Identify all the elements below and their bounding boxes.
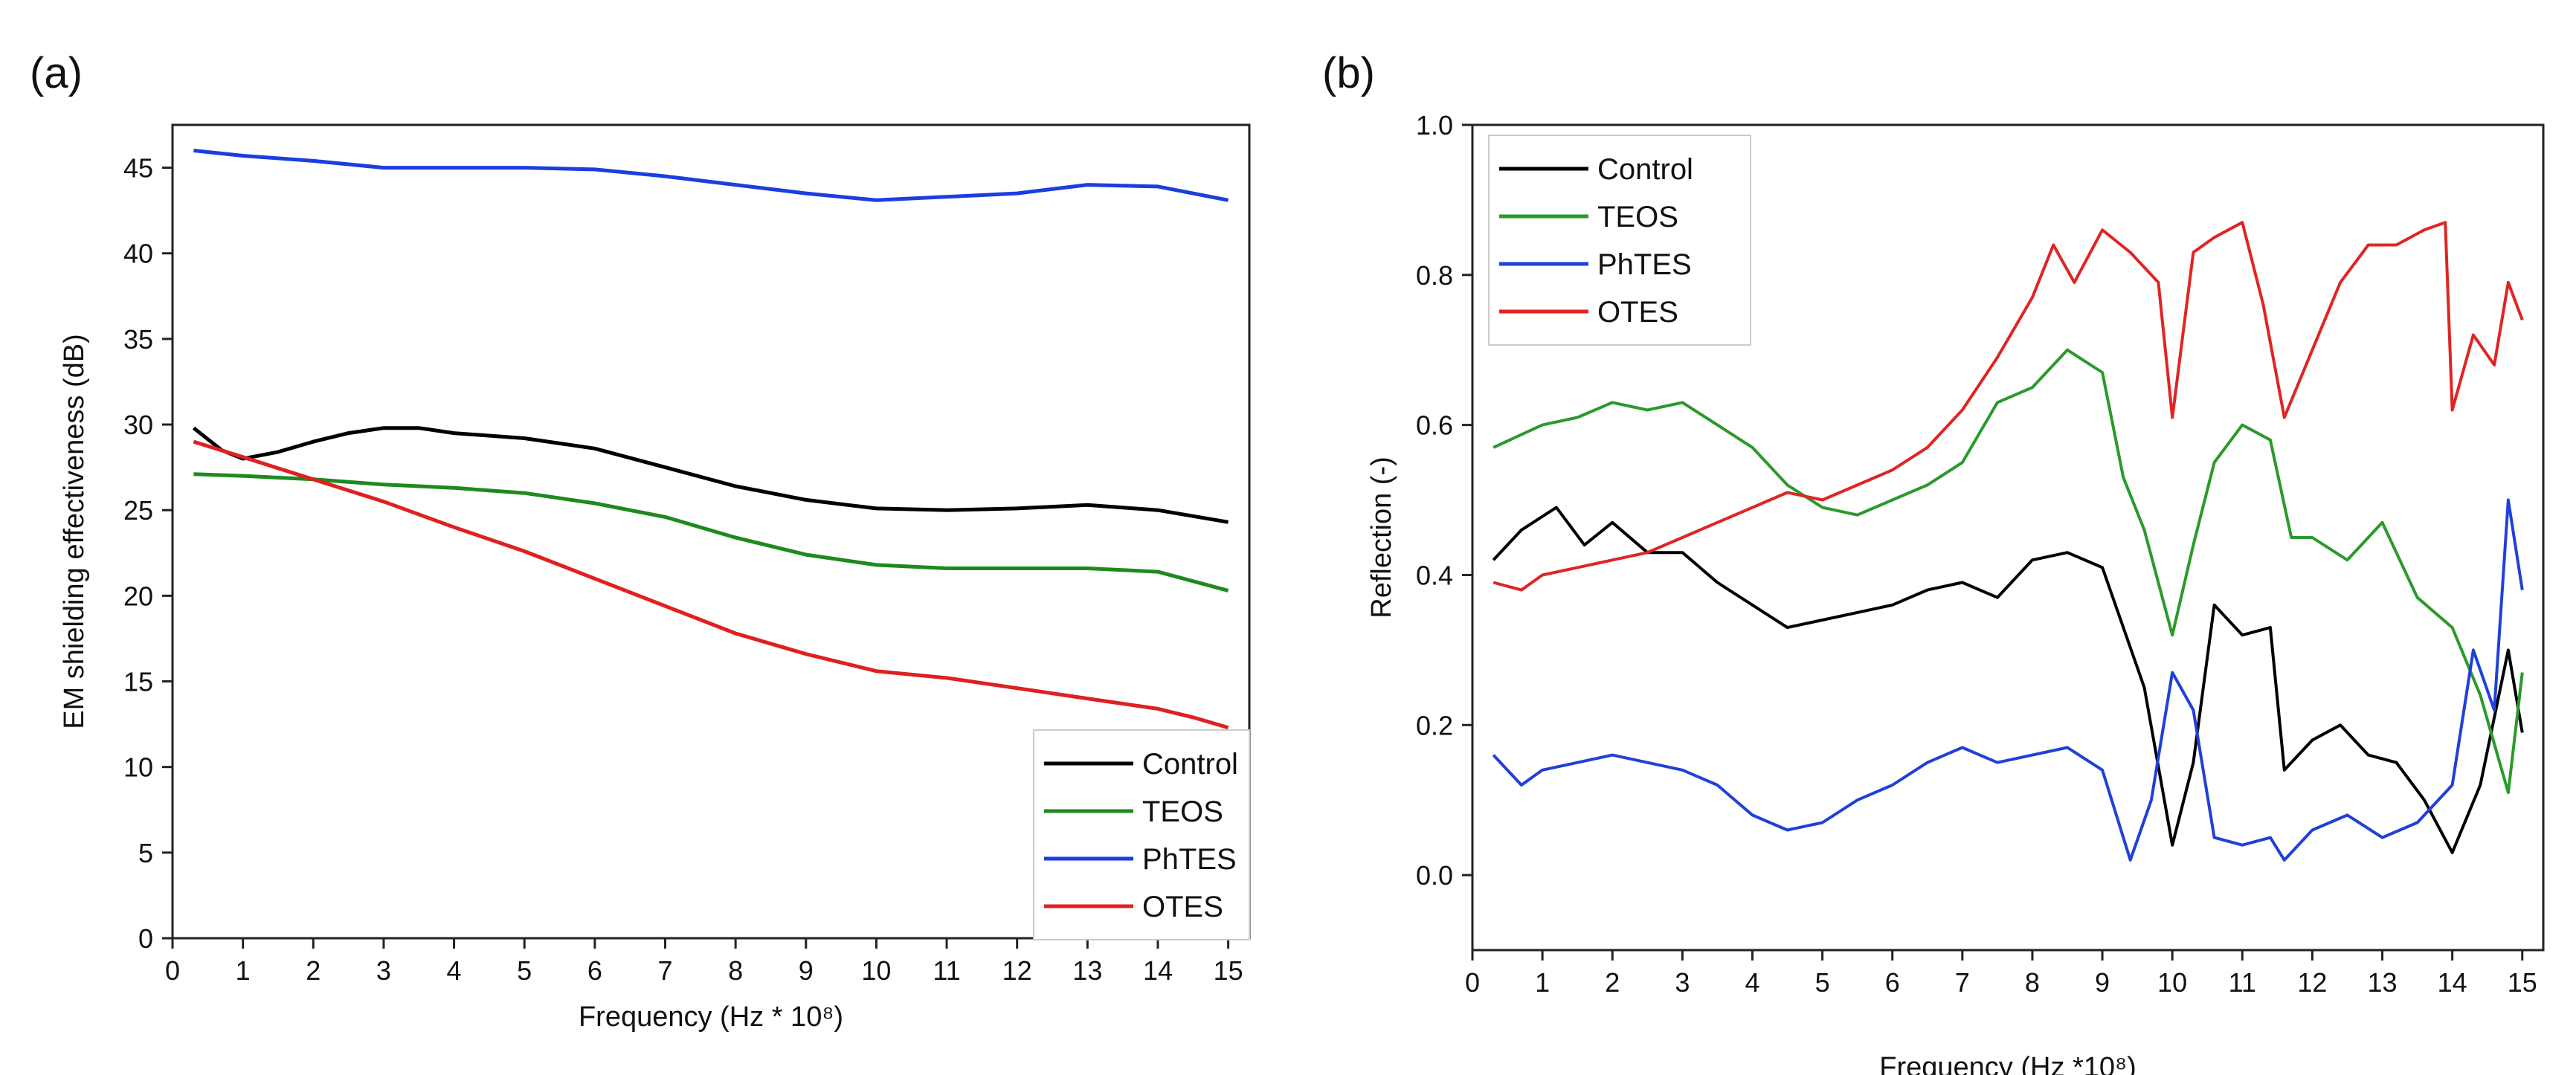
legend-label-control: Control	[1597, 153, 1693, 186]
x-tick-label: 2	[306, 955, 321, 986]
y-tick-label: 0.0	[1416, 860, 1453, 891]
x-tick-label: 0	[1465, 967, 1480, 998]
x-tick-label: 10	[2157, 967, 2187, 998]
x-tick-label: 14	[1143, 955, 1173, 986]
x-tick-label: 4	[447, 955, 462, 986]
x-tick-label: 7	[657, 955, 672, 986]
panel-a-x-axis-title: Frequency (Hz * 10⁸)	[579, 1001, 843, 1033]
panel-b: 0 1 2 3 4 5 6 7 8 9 10 11 12 13 14 150.00.20.40.60.81.0…	[1366, 110, 2545, 1075]
x-tick-label: 1	[1535, 967, 1550, 998]
series-line-control	[192, 426, 1229, 524]
legend-label-teos: TEOS	[1142, 795, 1223, 828]
legend-label-teos: TEOS	[1597, 201, 1678, 233]
x-tick-label: 10	[861, 955, 891, 986]
panel-b-plot-frame	[1471, 123, 2545, 952]
series-line-teos	[1493, 348, 2524, 795]
y-tick-label: 0.8	[1416, 260, 1453, 291]
panel-b-label: (b)	[1322, 49, 1375, 97]
panel-a-label: (a)	[30, 49, 83, 97]
x-tick-label: 13	[2368, 967, 2398, 998]
y-tick-label: 45	[123, 153, 153, 184]
panel-a-plot-frame	[171, 123, 1251, 940]
legend-label-otes: OTES	[1597, 296, 1678, 329]
x-tick-label: 11	[933, 955, 960, 986]
panel-a-legend: Control TEOS PhTES OTES	[1033, 729, 1250, 940]
x-tick-label: 11	[2229, 967, 2256, 998]
x-tick-label: 14	[2438, 967, 2467, 998]
y-tick-label: 30	[123, 410, 153, 440]
x-tick-label: 3	[1675, 967, 1690, 998]
x-tick-label: 9	[799, 955, 814, 986]
x-tick-label: 2	[1605, 967, 1620, 998]
x-tick-label: 6	[587, 955, 602, 986]
series-line-otes	[1493, 221, 2524, 592]
x-tick-label: 8	[728, 955, 743, 986]
x-tick-label: 8	[2025, 967, 2040, 998]
legend-label-otes: OTES	[1142, 891, 1223, 923]
legend-label-control: Control	[1142, 748, 1238, 781]
y-tick-label: 10	[123, 752, 153, 783]
y-tick-label: 5	[138, 838, 153, 868]
x-tick-label: 4	[1745, 967, 1759, 998]
y-tick-label: 0.2	[1416, 710, 1453, 740]
x-tick-label: 12	[2297, 967, 2327, 998]
panel-b-x-axis-title: Frequency (Hz *10⁸)	[1879, 1052, 2137, 1075]
x-tick-label: 5	[517, 955, 532, 986]
y-tick-label: 35	[123, 324, 153, 355]
series-line-phtes	[1492, 498, 2524, 862]
y-tick-label: 0.4	[1416, 560, 1453, 590]
x-tick-label: 6	[1885, 967, 1900, 998]
series-line-control	[1492, 506, 2524, 854]
panel-a: 0 1 2 3 4 5 6 7 8 9 10 11 12 13 14 15051015202530354045…	[59, 123, 1251, 1033]
y-tick-label: 40	[123, 239, 153, 269]
series-line-teos	[193, 472, 1229, 593]
x-tick-label: 12	[1002, 955, 1032, 986]
x-tick-label: 9	[2095, 967, 2110, 998]
x-tick-label: 13	[1072, 955, 1102, 986]
x-tick-label: 3	[376, 955, 391, 986]
y-tick-label: 20	[123, 581, 153, 611]
y-tick-label: 15	[123, 667, 153, 697]
y-tick-label: 0	[138, 923, 153, 954]
panel-a-y-axis-title: EM shielding effectiveness (dB)	[59, 334, 90, 729]
panel-b-legend: Control TEOS PhTES OTES	[1488, 135, 1751, 346]
y-tick-label: 0.6	[1416, 410, 1453, 441]
legend-label-phtes: PhTES	[1597, 248, 1692, 281]
series-line-phtes	[193, 149, 1229, 202]
y-tick-label: 25	[123, 495, 153, 526]
panel-b-y-axis-title: Reflection (-)	[1366, 456, 1397, 619]
x-tick-label: 1	[236, 955, 251, 986]
x-tick-label: 15	[2508, 967, 2537, 998]
legend-label-phtes: PhTES	[1142, 843, 1237, 876]
y-tick-label: 1.0	[1416, 110, 1453, 141]
x-tick-label: 15	[1214, 955, 1243, 986]
series-line-otes	[193, 439, 1229, 730]
x-tick-label: 7	[1955, 967, 1970, 998]
x-tick-label: 5	[1815, 967, 1830, 998]
x-tick-label: 0	[165, 955, 180, 986]
